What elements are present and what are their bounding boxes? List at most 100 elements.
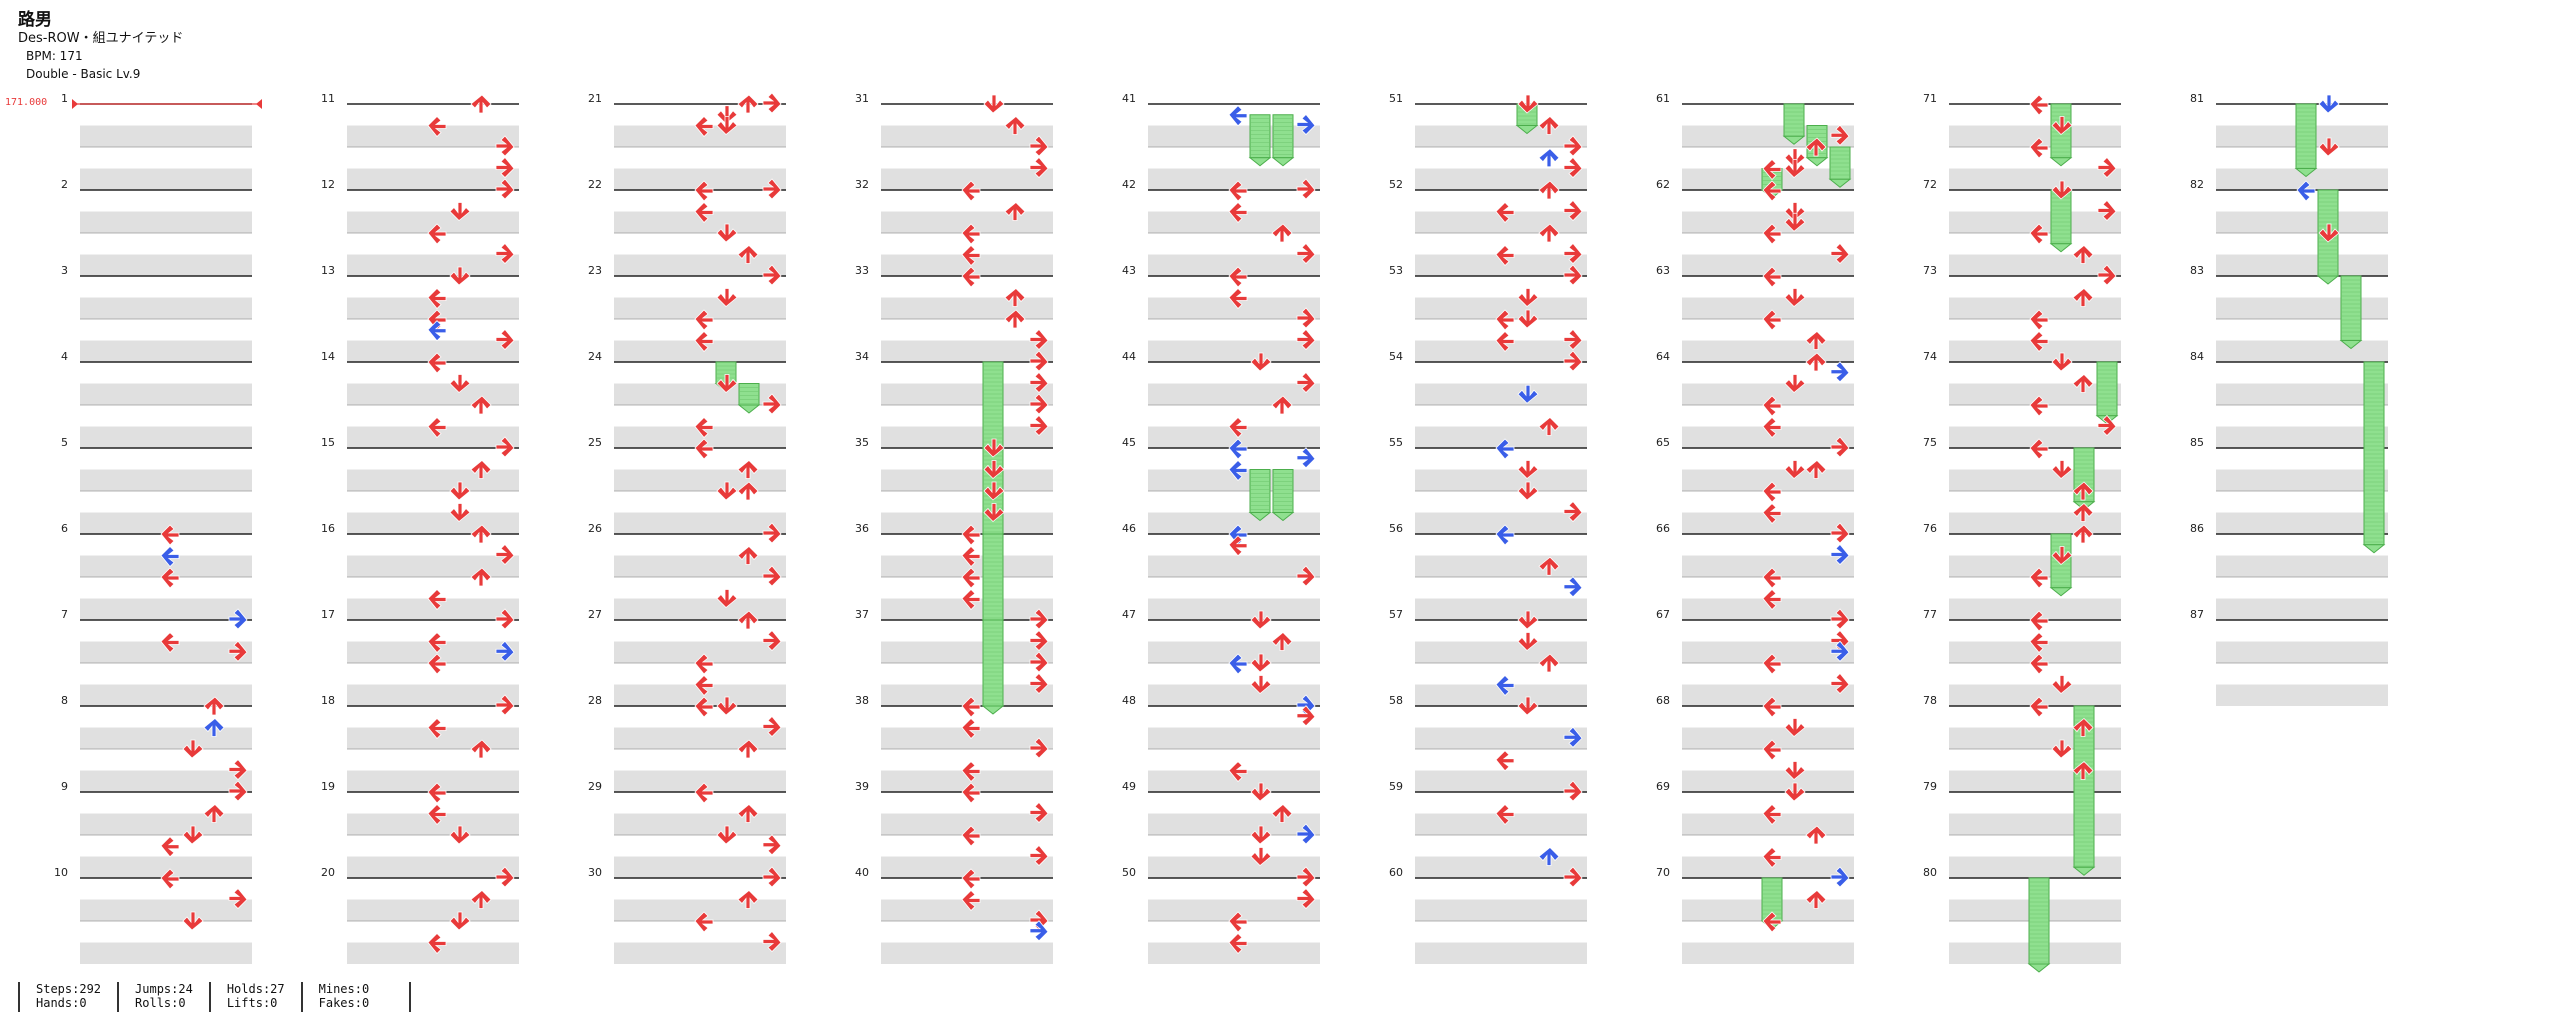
- beat-stripe: [2216, 254, 2388, 276]
- song-title: 路男: [18, 10, 52, 30]
- arrow-shape: [1495, 803, 1515, 826]
- beat-stripe: [80, 899, 252, 921]
- step-arrow: [1029, 629, 1049, 652]
- step-arrow: [2318, 223, 2340, 243]
- arrow-shape: [2051, 546, 2073, 566]
- step-arrow: [737, 545, 759, 565]
- beat-stripe: [347, 813, 519, 835]
- arrow-shape: [160, 631, 180, 654]
- arrow-shape: [2029, 696, 2049, 718]
- arrow-shape: [1296, 242, 1316, 265]
- step-arrow: [1250, 352, 1272, 372]
- step-arrow: [1296, 307, 1316, 329]
- freeze-hold: [1271, 114, 1295, 167]
- measure-number: 83: [2190, 264, 2204, 277]
- step-arrow: [1805, 459, 1827, 479]
- step-arrow: [1762, 846, 1782, 869]
- step-arrow: [1563, 156, 1583, 179]
- beat-stripe: [1415, 598, 1587, 620]
- arrow-shape: [203, 803, 225, 823]
- step-arrow: [694, 696, 714, 718]
- step-arrow: [1517, 696, 1539, 716]
- beat-stripe: [881, 942, 1053, 964]
- beat-stripe: [1148, 641, 1320, 663]
- beat-stripe: [881, 469, 1053, 491]
- step-arrow: [1538, 115, 1560, 135]
- measure-number: 58: [1389, 694, 1403, 707]
- step-arrow: [2029, 395, 2049, 417]
- step-arrow: [1004, 115, 1026, 135]
- beat-stripe: [1949, 770, 2121, 792]
- arrow-shape: [1029, 135, 1049, 157]
- beat-stripe: [614, 254, 786, 276]
- arrow-shape: [449, 481, 471, 501]
- step-arrow: [2072, 244, 2094, 264]
- freeze-hold: [1248, 469, 1272, 522]
- beat-stripe: [614, 684, 786, 706]
- measure-number: 84: [2190, 350, 2204, 363]
- step-arrow: [495, 694, 515, 716]
- measure-number: 12: [321, 178, 335, 191]
- arrow-shape: [1029, 350, 1049, 372]
- beat-stripe: [881, 211, 1053, 233]
- arrow-shape: [694, 911, 714, 933]
- step-arrow: [961, 266, 981, 288]
- measure-number: 42: [1122, 178, 1136, 191]
- stat-group-holds: Holds:27 Lifts:0: [208, 982, 301, 1012]
- arrow-shape: [1830, 608, 1850, 630]
- step-arrow: [1830, 361, 1850, 383]
- beat-stripe: [1148, 598, 1320, 620]
- measure-number: 53: [1389, 264, 1403, 277]
- measure-number: 77: [1923, 608, 1937, 621]
- freeze-tail: [2049, 157, 2073, 167]
- beat-stripe: [1949, 813, 2121, 835]
- step-arrow: [1296, 113, 1316, 136]
- step-arrow: [961, 588, 981, 611]
- step-arrow: [2029, 438, 2049, 460]
- step-arrow: [1029, 737, 1049, 759]
- beat-stripe: [881, 770, 1053, 792]
- arrow-shape: [2029, 137, 2049, 159]
- arrow-shape: [495, 436, 515, 458]
- step-arrow: [1538, 148, 1560, 168]
- arrow-shape: [1762, 739, 1782, 761]
- step-arrow: [2029, 696, 2049, 718]
- step-arrow: [1762, 223, 1782, 245]
- arrow-shape: [1762, 223, 1782, 245]
- step-arrow: [2097, 156, 2117, 179]
- step-arrow: [1228, 535, 1248, 557]
- arrow-shape: [716, 105, 738, 125]
- beat-stripe: [1682, 383, 1854, 405]
- step-arrow: [1805, 825, 1827, 845]
- freeze-tail: [1271, 512, 1295, 522]
- measure-number: 43: [1122, 264, 1136, 277]
- beat-stripe: [2216, 684, 2388, 706]
- step-arrow: [1762, 395, 1782, 417]
- measure-number: 24: [588, 350, 602, 363]
- beat-stripe: [1148, 340, 1320, 362]
- arrow-shape: [1004, 115, 1026, 135]
- step-arrow: [2029, 330, 2049, 353]
- beat-stripe: [1415, 555, 1587, 577]
- step-arrow: [716, 481, 738, 501]
- beat-stripe: [1415, 469, 1587, 491]
- step-arrow: [427, 932, 447, 955]
- beat-stripe: [80, 555, 252, 577]
- arrow-shape: [762, 264, 782, 286]
- measure-number: 20: [321, 866, 335, 879]
- freeze-tail: [1248, 512, 1272, 522]
- arrow-shape: [1563, 328, 1583, 351]
- measure-number: 15: [321, 436, 335, 449]
- arrow-shape: [737, 94, 759, 114]
- step-arrow: [427, 223, 447, 245]
- step-arrow: [1563, 726, 1583, 748]
- step-arrow: [694, 653, 714, 675]
- step-arrow: [2097, 199, 2117, 222]
- arrow-shape: [1495, 309, 1515, 331]
- arrow-shape: [1538, 846, 1560, 866]
- arrow-shape: [694, 653, 714, 675]
- step-arrow: [1029, 909, 1049, 931]
- arrow-shape: [449, 503, 471, 523]
- beat-stripe: [1415, 512, 1587, 534]
- step-arrow: [1495, 438, 1515, 460]
